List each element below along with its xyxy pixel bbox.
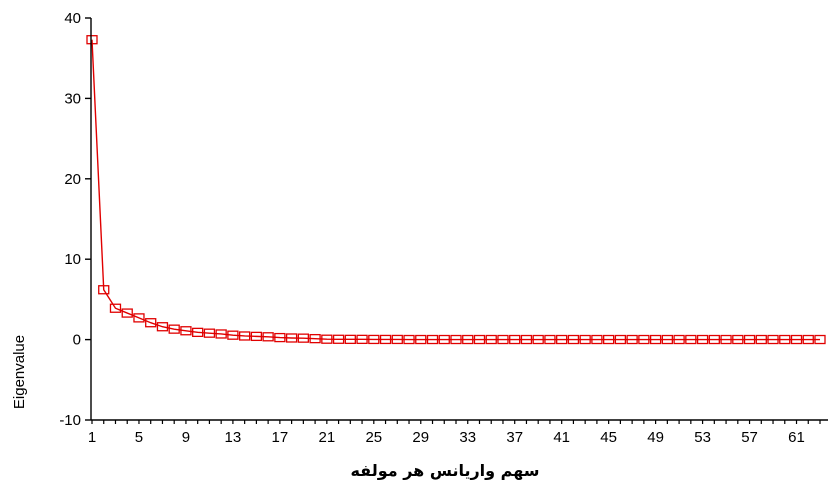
plot-area [86, 35, 826, 345]
x-tick-label: 45 [600, 429, 617, 446]
data-point [415, 334, 427, 345]
x-tick-label: 49 [647, 429, 664, 446]
data-point [509, 334, 521, 345]
y-tick-label: 0 [73, 332, 81, 349]
data-point [274, 332, 286, 343]
data-point [462, 334, 474, 345]
x-tick-label: 41 [553, 429, 570, 446]
y-tick-label: 40 [64, 10, 81, 27]
data-point [649, 334, 662, 345]
data-point [297, 333, 310, 343]
data-point [426, 334, 439, 345]
y-tick-label: 30 [64, 90, 81, 107]
data-point [145, 318, 157, 328]
data-point [215, 329, 227, 339]
data-point [168, 324, 180, 334]
data-point [544, 334, 556, 345]
x-tick-label: 1 [88, 429, 96, 446]
data-point [673, 334, 685, 345]
y-tick-label: -10 [59, 412, 81, 429]
data-point [497, 334, 509, 345]
data-point [156, 322, 169, 332]
x-tick-label: 53 [694, 429, 711, 446]
data-point [180, 326, 192, 336]
data-point [379, 334, 392, 345]
data-point [262, 332, 274, 342]
data-point [591, 334, 603, 345]
data-point [192, 327, 204, 338]
data-point [720, 334, 732, 345]
x-tick-label: 17 [272, 429, 289, 446]
series-line [91, 39, 820, 341]
data-point [708, 334, 720, 345]
y-tick-label: 10 [64, 251, 81, 268]
data-point [661, 334, 673, 345]
data-point [321, 334, 333, 344]
data-point [391, 334, 403, 345]
x-tick-label: 25 [365, 429, 382, 446]
x-axis-title: سهم واریانس هر مولفه [350, 461, 539, 480]
data-point [238, 331, 251, 341]
data-point [450, 334, 462, 345]
data-point [603, 334, 615, 345]
data-point [638, 334, 650, 345]
data-point [344, 334, 356, 345]
x-tick-label: 29 [412, 429, 429, 446]
data-point [473, 334, 486, 345]
data-point [755, 334, 767, 345]
data-point [438, 334, 450, 345]
data-point [368, 334, 380, 345]
data-point [732, 334, 744, 345]
data-point [485, 334, 497, 345]
data-point [814, 334, 826, 345]
data-point [309, 333, 321, 344]
data-point [203, 328, 216, 338]
data-point [98, 285, 110, 295]
data-point [250, 331, 263, 342]
data-point [86, 35, 98, 45]
data-point [520, 334, 533, 345]
x-tick-label: 57 [741, 429, 758, 446]
x-tick-label: 61 [788, 429, 805, 446]
x-tick-label: 5 [135, 429, 143, 446]
data-point [779, 334, 791, 345]
data-point [285, 333, 298, 343]
data-point [790, 334, 803, 345]
data-point [109, 303, 122, 313]
x-tick-label: 9 [182, 429, 190, 446]
data-point [403, 334, 415, 345]
data-point [579, 334, 591, 345]
data-point [614, 334, 627, 345]
data-point [626, 334, 638, 345]
data-point [532, 334, 544, 345]
data-point [743, 334, 756, 345]
data-point [121, 308, 133, 318]
x-tick-label: 37 [506, 429, 523, 446]
x-tick-label: 13 [225, 429, 242, 446]
data-point [696, 334, 709, 345]
data-point [802, 334, 814, 345]
y-axis: -10 0 10 20 30 40 [59, 10, 92, 429]
data-point [567, 334, 580, 345]
data-point [685, 334, 697, 345]
y-axis-title: Eigenvalue [11, 335, 28, 409]
data-point [356, 334, 368, 345]
x-axis: 1 5 9 13 17 21 25 29 33 37 41 45 49 53 57 61 [88, 419, 828, 446]
data-point [767, 334, 779, 345]
x-tick-label: 33 [459, 429, 476, 446]
x-tick-label: 21 [318, 429, 335, 446]
data-point [556, 334, 568, 345]
data-point [133, 313, 145, 323]
data-point [332, 334, 345, 344]
y-tick-label: 20 [64, 171, 81, 188]
data-point [227, 330, 239, 340]
